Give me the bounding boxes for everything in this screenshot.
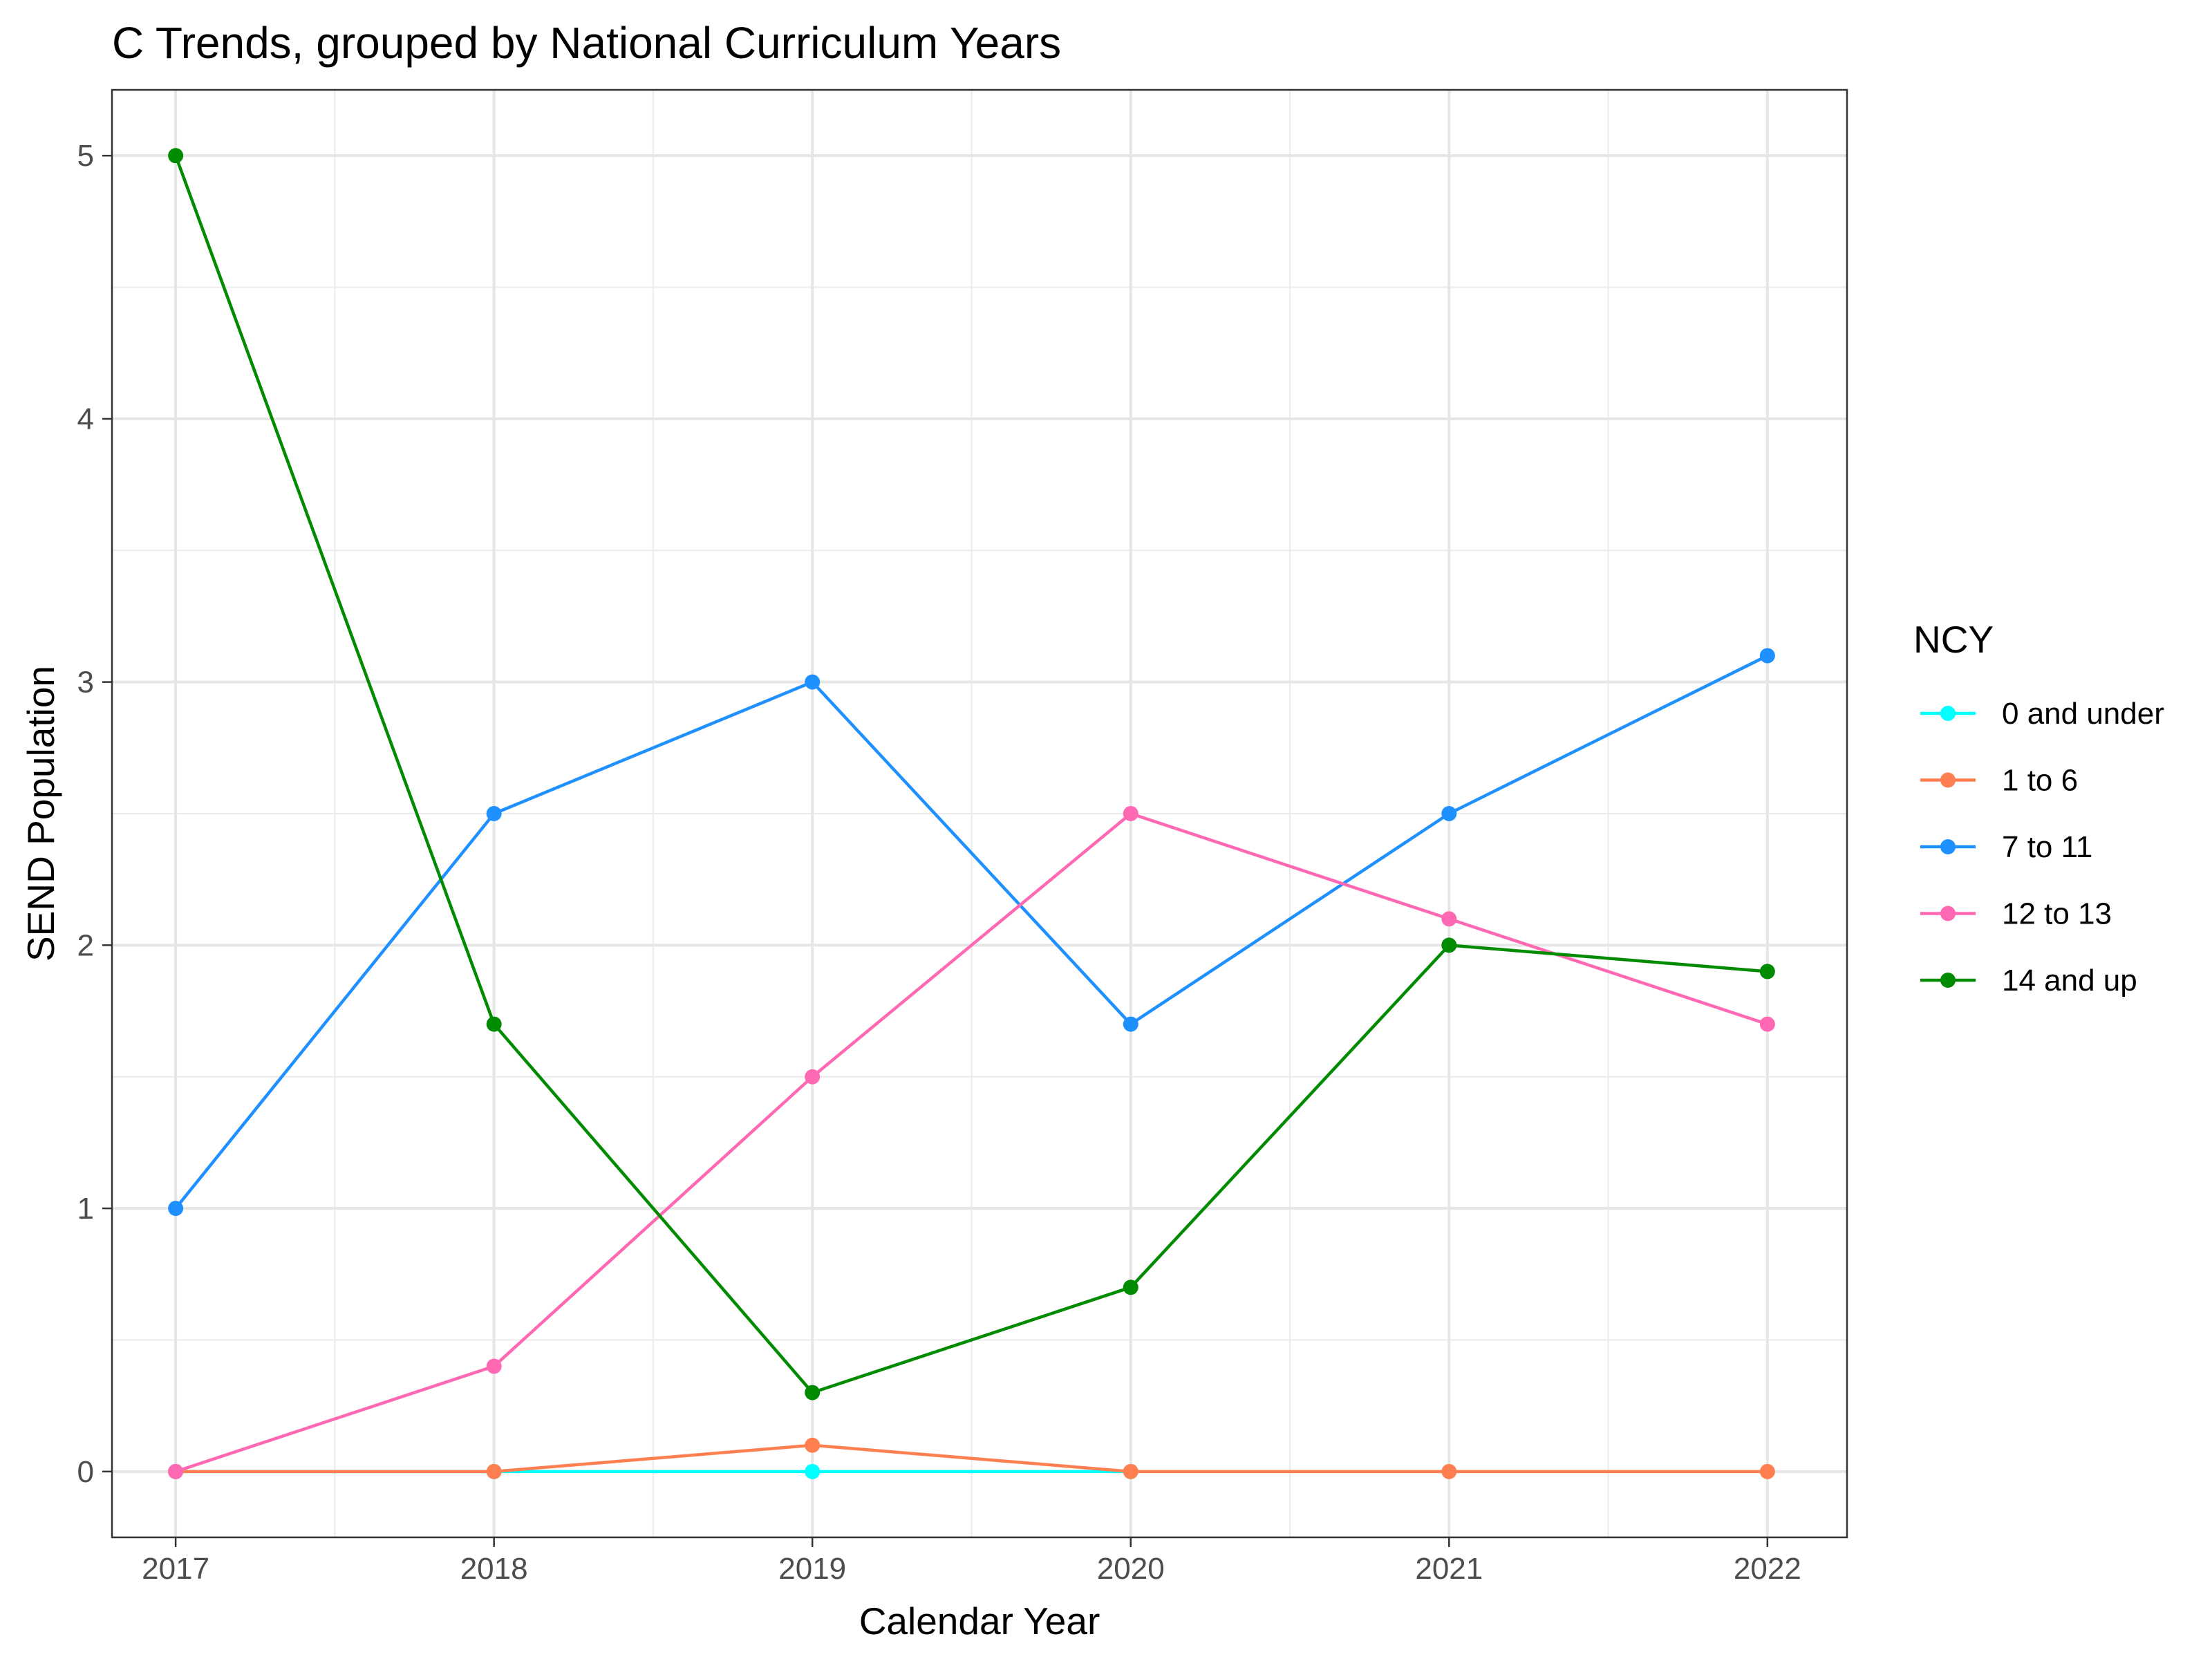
legend-item: 7 to 11 — [1920, 830, 2092, 864]
data-point — [1441, 1463, 1457, 1479]
plot-panel-border — [111, 88, 1848, 1539]
series-line — [174, 155, 1768, 1394]
series-layer — [168, 148, 1775, 1479]
legend-key-point — [1940, 706, 1956, 721]
data-point — [1759, 964, 1775, 980]
y-tick-label: 2 — [77, 928, 94, 962]
data-point — [1441, 911, 1457, 927]
legend-item: 14 and up — [1920, 964, 2137, 997]
series-line — [176, 1443, 1768, 1474]
y-tick-label: 0 — [77, 1455, 94, 1489]
x-tick-label: 2018 — [460, 1552, 528, 1586]
series-12-to-13 — [168, 806, 1775, 1479]
legend-key-point — [1940, 772, 1956, 788]
legend-item: 12 to 13 — [1920, 897, 2112, 931]
data-point — [805, 1069, 821, 1085]
data-point — [805, 674, 821, 690]
x-axis: 2017 2018 2019 2020 2021 2022 — [142, 1537, 1801, 1586]
data-point — [1123, 1280, 1138, 1295]
legend-key-point — [1940, 906, 1956, 921]
data-point — [486, 1463, 502, 1479]
data-point — [805, 1385, 821, 1400]
legend-title: NCY — [1913, 618, 1994, 661]
data-point — [805, 1463, 821, 1479]
legend: NCY 0 and under 1 to 6 7 to 11 12 to 13 14 a… — [1913, 618, 2164, 997]
data-point — [1759, 1463, 1775, 1479]
legend-label: 14 and up — [2002, 964, 2137, 997]
legend-label: 12 to 13 — [2002, 897, 2112, 931]
x-axis-title: Calendar Year — [859, 1600, 1100, 1642]
y-axis: 0 1 2 3 4 5 — [77, 139, 112, 1489]
x-tick-label: 2017 — [142, 1552, 209, 1586]
grid — [112, 90, 1847, 1537]
legend-key-point — [1940, 973, 1956, 988]
data-point — [1441, 806, 1457, 821]
y-tick-label: 5 — [77, 139, 94, 173]
data-point — [1123, 806, 1138, 821]
legend-item: 1 to 6 — [1920, 764, 2078, 798]
legend-label: 7 to 11 — [2002, 830, 2092, 864]
legend-label: 0 and under — [2002, 697, 2164, 731]
data-point — [1441, 937, 1457, 953]
x-tick-label: 2020 — [1097, 1552, 1165, 1586]
data-point — [486, 1358, 502, 1374]
legend-key-point — [1940, 839, 1956, 854]
data-point — [1123, 1016, 1138, 1032]
series-1-to-6 — [168, 1437, 1775, 1479]
series-14-and-up — [168, 148, 1775, 1400]
data-point — [486, 806, 502, 821]
y-tick-label: 3 — [77, 666, 94, 700]
data-point — [805, 1437, 821, 1453]
x-tick-label: 2021 — [1415, 1552, 1483, 1586]
data-point — [168, 1463, 184, 1479]
series-line — [175, 812, 1768, 1473]
data-point — [1759, 648, 1775, 664]
data-point — [168, 1201, 184, 1217]
y-axis-title: SEND Population — [19, 666, 62, 962]
data-point — [1759, 1016, 1775, 1032]
x-tick-label: 2022 — [1734, 1552, 1801, 1586]
data-point — [168, 148, 184, 164]
data-point — [1123, 1463, 1138, 1479]
legend-item: 0 and under — [1920, 697, 2164, 731]
y-tick-label: 4 — [77, 402, 94, 436]
legend-label: 1 to 6 — [2002, 764, 2078, 798]
x-tick-label: 2019 — [778, 1552, 846, 1586]
data-point — [486, 1016, 502, 1032]
chart-title: C Trends, grouped by National Curriculum… — [112, 18, 1061, 68]
y-tick-label: 1 — [77, 1192, 94, 1226]
